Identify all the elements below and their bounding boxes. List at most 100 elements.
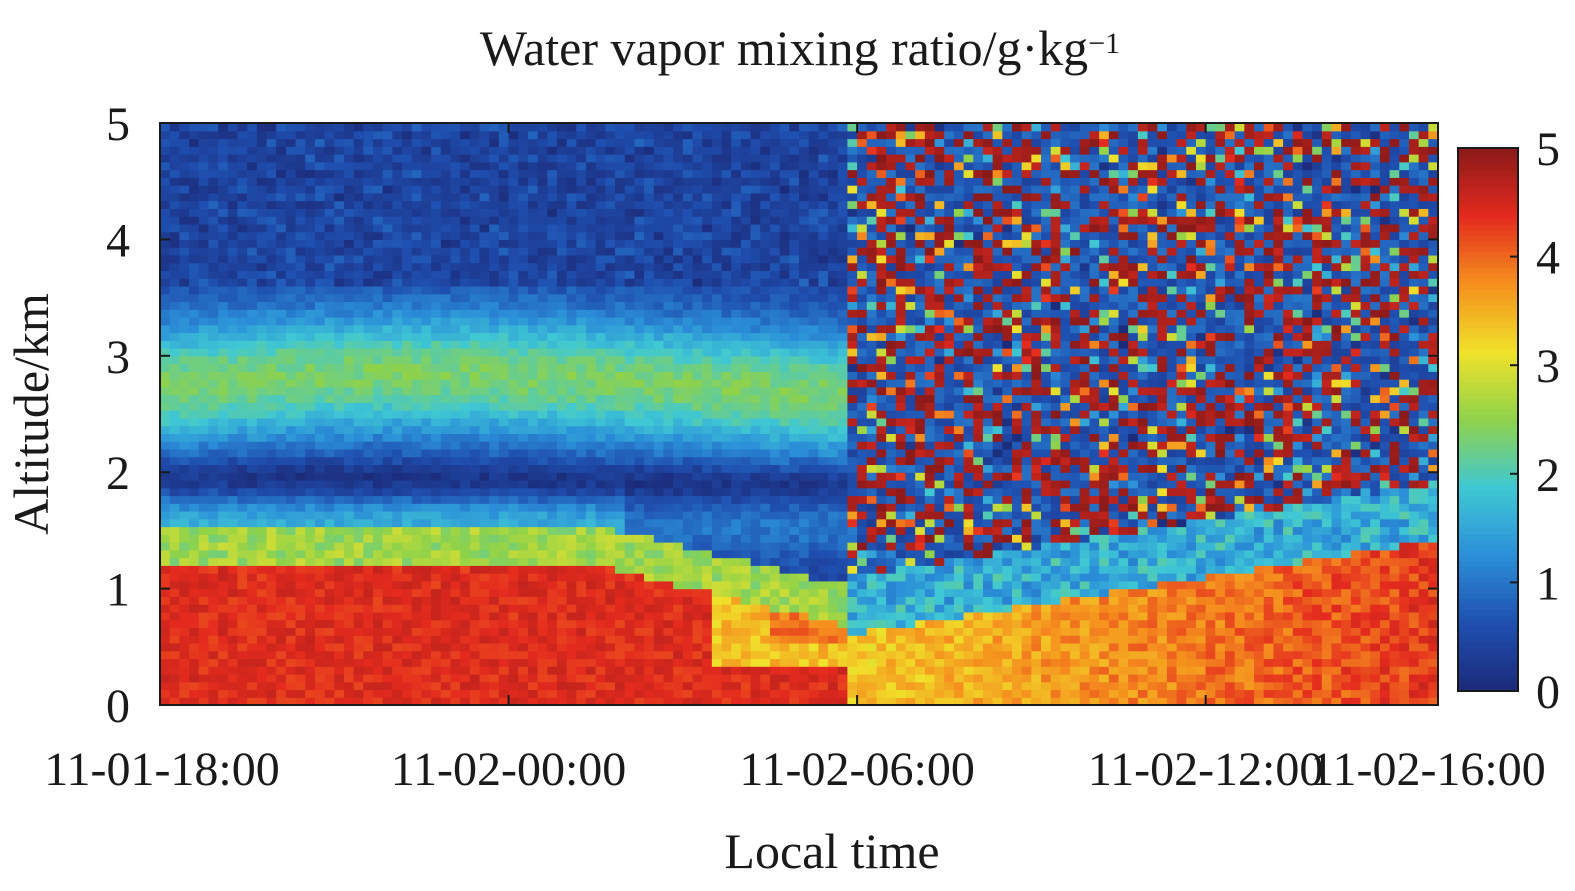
heatmap-cell — [295, 464, 306, 473]
heatmap-cell — [218, 301, 229, 310]
heatmap-cell — [469, 278, 481, 287]
heatmap-cell — [779, 285, 790, 295]
heatmap-cell — [615, 348, 626, 357]
heatmap-cell — [586, 410, 597, 419]
heatmap-cell — [682, 456, 694, 466]
heatmap-cell — [605, 386, 616, 396]
heatmap-cell — [760, 417, 771, 427]
heatmap-cell — [702, 487, 713, 497]
heatmap-cell — [373, 270, 384, 279]
heatmap-cell — [615, 138, 626, 147]
heatmap-cell — [334, 208, 345, 217]
heatmap-cell — [334, 673, 345, 683]
heatmap-cell — [198, 588, 210, 597]
heatmap-cell — [498, 611, 510, 621]
heatmap-cell — [237, 301, 248, 310]
heatmap-cell — [769, 348, 781, 357]
heatmap-cell — [305, 542, 316, 551]
heatmap-cell — [421, 588, 432, 597]
heatmap-cell — [740, 185, 752, 194]
heatmap-cell — [673, 285, 684, 295]
heatmap-cell — [218, 332, 229, 341]
heatmap-cell — [295, 619, 306, 628]
heatmap-cell — [237, 324, 248, 334]
heatmap-cell — [576, 161, 587, 171]
heatmap-cell — [576, 247, 587, 256]
heatmap-cell — [382, 441, 393, 450]
heatmap-cell — [421, 285, 432, 295]
heatmap-cell — [450, 270, 461, 279]
heatmap-cell — [227, 487, 239, 497]
heatmap-cell — [373, 371, 384, 380]
heatmap-cell — [615, 565, 626, 574]
heatmap-cell — [595, 627, 606, 636]
heatmap-cell — [799, 611, 810, 621]
heatmap-cell — [411, 332, 423, 341]
heatmap-cell — [547, 332, 558, 341]
heatmap-cell — [711, 216, 723, 225]
heatmap-cell — [605, 573, 616, 582]
heatmap-cell — [363, 185, 374, 194]
heatmap-cell — [644, 588, 655, 597]
heatmap-cell — [237, 130, 248, 140]
heatmap-cell — [779, 123, 790, 132]
heatmap-cell — [450, 627, 461, 636]
heatmap-cell — [373, 161, 384, 171]
heatmap-cell — [285, 177, 297, 186]
heatmap-cell — [179, 309, 190, 318]
heatmap-cell — [421, 386, 432, 396]
heatmap-cell — [160, 185, 171, 194]
heatmap-cell — [479, 154, 490, 163]
heatmap-cell — [402, 270, 413, 279]
heatmap-cell — [721, 138, 732, 147]
heatmap-cell — [160, 278, 171, 287]
heatmap-cell — [615, 472, 626, 481]
heatmap-cell — [160, 635, 171, 644]
heatmap-cell — [721, 371, 732, 380]
heatmap-cell — [440, 588, 452, 597]
heatmap-cell — [615, 355, 626, 365]
heatmap-cell — [160, 177, 171, 186]
heatmap-cell — [363, 192, 374, 202]
heatmap-cell — [731, 681, 742, 691]
heatmap-cell — [595, 573, 606, 582]
heatmap-cell — [450, 177, 461, 186]
heatmap-cell — [479, 666, 490, 675]
heatmap-cell — [382, 642, 393, 652]
heatmap-cell — [537, 177, 548, 186]
heatmap-cell — [295, 673, 306, 683]
heatmap-cell — [731, 650, 742, 660]
heatmap-cell — [498, 619, 510, 628]
heatmap-cell — [421, 433, 432, 442]
heatmap-cell — [392, 417, 403, 427]
heatmap-cell — [556, 185, 568, 194]
heatmap-cell — [479, 697, 490, 706]
heatmap-cell — [460, 301, 471, 310]
heatmap-cell — [615, 526, 626, 535]
heatmap-cell — [566, 433, 577, 442]
heatmap-cell — [605, 588, 616, 597]
heatmap-cell — [711, 301, 723, 310]
heatmap-cell — [179, 161, 190, 171]
heatmap-cell — [721, 386, 732, 396]
heatmap-cell — [189, 293, 200, 303]
heatmap-cell — [382, 511, 393, 520]
heatmap-cell — [247, 542, 258, 551]
heatmap-cell — [305, 169, 316, 178]
heatmap-cell — [285, 192, 297, 202]
heatmap-cell — [489, 580, 500, 590]
heatmap-cell — [469, 231, 481, 240]
heatmap-cell — [527, 697, 539, 706]
heatmap-cell — [334, 433, 345, 442]
heatmap-cell — [527, 239, 539, 248]
heatmap-cell — [595, 588, 606, 597]
heatmap-cell — [285, 208, 297, 217]
heatmap-cell — [760, 270, 771, 279]
heatmap-cell — [615, 619, 626, 628]
heatmap-cell — [605, 604, 616, 613]
heatmap-cell — [237, 270, 248, 279]
heatmap-cell — [237, 681, 248, 691]
heatmap-cell — [702, 611, 713, 621]
heatmap-cell — [334, 146, 345, 155]
heatmap-cell — [160, 673, 171, 683]
